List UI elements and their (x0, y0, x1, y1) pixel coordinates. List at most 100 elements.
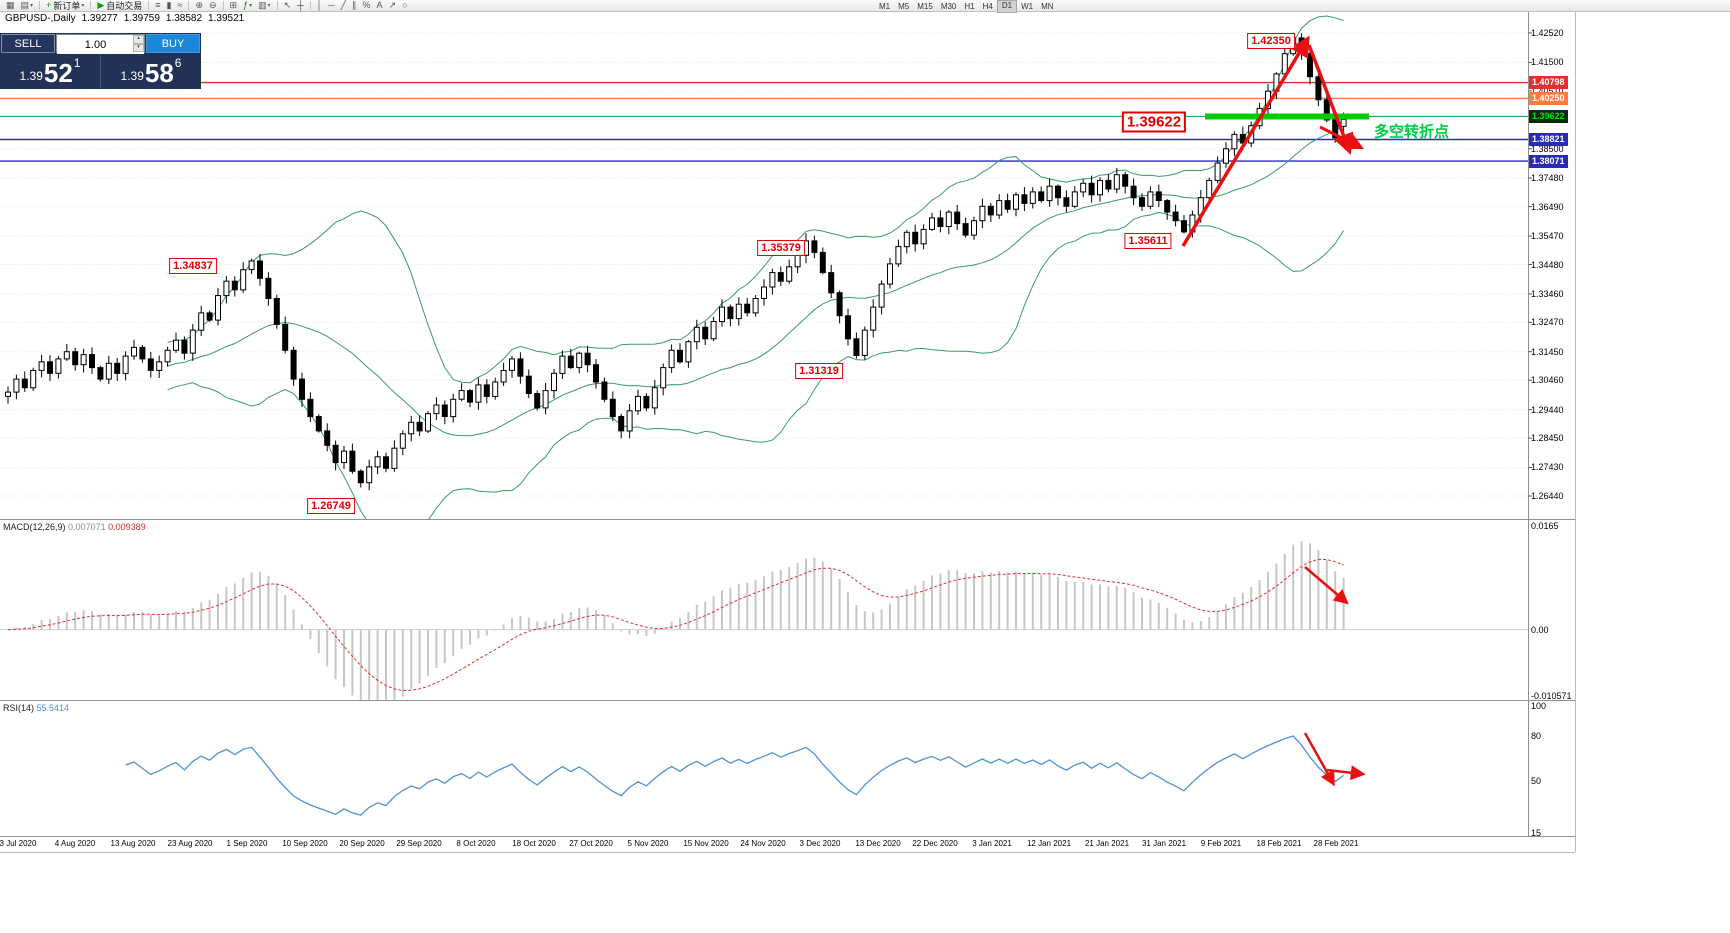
date-label: 29 Sep 2020 (396, 839, 442, 848)
timeframe-h4-button[interactable]: H4 (982, 1, 993, 11)
indicators-icon[interactable]: ƒ ▾ (240, 0, 255, 11)
zoom-in-icon[interactable]: ⊕ (192, 0, 206, 11)
date-label: 1 Sep 2020 (226, 839, 268, 848)
trendline-icon[interactable]: ╱ (338, 0, 349, 11)
price-callout[interactable]: 1.34837 (169, 258, 217, 274)
timeframe-m15-button[interactable]: M15 (917, 1, 933, 11)
timeframe-m1-button[interactable]: M1 (879, 1, 891, 11)
buy-button[interactable]: BUY (146, 34, 200, 53)
timeframe-h1-button[interactable]: H1 (964, 1, 975, 11)
price-tick: 1.37480 (1531, 173, 1564, 183)
price-callout[interactable]: 1.31319 (795, 363, 843, 379)
macd-signal-value: 0.009389 (108, 522, 146, 532)
arrow-tool-icon[interactable]: ↗ (386, 0, 400, 11)
rsi-name: RSI(14) (3, 703, 35, 713)
price-tick: 1.33460 (1531, 289, 1564, 299)
tile-windows-icon[interactable]: ⊞ (227, 0, 241, 11)
caret-down-icon: ▾ (81, 3, 85, 9)
price-tick: 1.42520 (1531, 28, 1564, 38)
zoom-in-icon: ⊕ (195, 0, 203, 10)
volume-input[interactable] (57, 36, 144, 54)
price-tick: 1.27430 (1531, 462, 1564, 472)
volume-up-button[interactable]: ▴ (133, 35, 144, 44)
toolbar-separator (276, 1, 278, 10)
timeframe-m30-button[interactable]: M30 (940, 1, 957, 11)
price-grid (0, 32, 1528, 497)
timeframe-m5-button[interactable]: M5 (898, 1, 910, 11)
date-label: 3 Dec 2020 (799, 839, 841, 848)
timeframe-d1-button[interactable]: D1 (996, 0, 1018, 13)
timeframe-w1-button[interactable]: W1 (1021, 1, 1034, 11)
volume-field: ▴ ▾ (56, 34, 145, 54)
vertical-line-icon: │ (316, 0, 323, 10)
price-tick: 1.26440 (1531, 491, 1564, 501)
line-chart-icon[interactable]: ≈ (175, 0, 186, 11)
zoom-out-icon[interactable]: ⊖ (206, 0, 220, 11)
macd-label: MACD(12,26,9) 0.007071 0.009389 (3, 522, 146, 532)
vertical-line-icon[interactable]: │ (314, 0, 326, 11)
text-icon[interactable]: A (374, 0, 386, 11)
price-callout[interactable]: 1.39622 (1121, 111, 1187, 133)
rsi-label: RSI(14) 55.5414 (3, 703, 69, 713)
timeframe-mn-button[interactable]: MN (1041, 1, 1054, 11)
date-label: 12 Jan 2021 (1026, 839, 1072, 848)
date-label: 9 Feb 2021 (1200, 839, 1242, 848)
date-label: 31 Jan 2021 (1141, 839, 1187, 848)
macd-name: MACD(12,26,9) (3, 522, 66, 532)
templates-icon[interactable]: ▥ ▾ (255, 0, 274, 11)
rsi-scale-tick: 50 (1531, 776, 1542, 786)
date-label: 24 Nov 2020 (740, 839, 786, 848)
price-badge: 1.38821 (1529, 133, 1568, 146)
arrow-tool-icon: ↗ (388, 0, 397, 10)
macd-scale-tick: 0.0165 (1531, 521, 1559, 531)
cursor-icon[interactable]: ↖ (281, 0, 295, 11)
shapes-icon[interactable]: ○ (399, 0, 410, 11)
cursor-icon: ↖ (283, 0, 292, 10)
price-callout[interactable]: 1.35379 (757, 240, 805, 256)
horizontal-line-icon[interactable]: ─ (325, 0, 337, 11)
price-tick: 1.30460 (1531, 375, 1564, 385)
high-value: 1.39759 (123, 13, 160, 24)
price-tick: 1.41500 (1531, 57, 1564, 67)
price-badge: 1.40798 (1529, 76, 1568, 89)
timeframe-toolbar: M1 M5 M15 M30 H1 H4 D1 W1 MN (875, 0, 1058, 13)
price-tick: 1.32470 (1531, 317, 1564, 327)
date-label: 10 Sep 2020 (282, 839, 328, 848)
chart-profiles-icon[interactable]: ▤ ▾ (18, 0, 37, 11)
symbol-period-label: GBPUSD-,Daily (5, 13, 76, 24)
open-value: 1.39277 (81, 13, 118, 24)
new-order-icon: + (46, 0, 52, 10)
fibonacci-icon[interactable]: % (360, 0, 374, 11)
sell-button[interactable]: SELL (1, 34, 55, 53)
volume-down-button[interactable]: ▾ (133, 43, 144, 52)
new-chart-icon: ▦ (6, 0, 15, 10)
bar-chart-icon[interactable]: ≡ (152, 0, 163, 11)
price-tick: 1.36490 (1531, 202, 1564, 212)
candlestick-chart-icon: ▮ (166, 0, 172, 10)
price-callout[interactable]: 1.35611 (1124, 233, 1172, 249)
autotrading-icon: ▶ (97, 0, 105, 10)
new-chart-icon[interactable]: ▦ (3, 0, 18, 11)
fibonacci-icon: % (362, 0, 371, 10)
macd-scale-tick: 0.00 (1531, 625, 1549, 635)
price-tick: 1.31450 (1531, 347, 1564, 357)
date-label: 13 Dec 2020 (855, 839, 901, 848)
price-tick: 1.28450 (1531, 433, 1564, 443)
line-chart-icon: ≈ (177, 0, 183, 10)
autotrading-button[interactable]: ▶ 自动交易 (94, 0, 145, 11)
channel-icon[interactable]: ∥ (349, 0, 360, 11)
new-order-button[interactable]: + 新订单 ▾ (43, 0, 87, 11)
candlestick-chart-icon[interactable]: ▮ (164, 0, 175, 11)
date-label: 27 Oct 2020 (569, 839, 613, 848)
price-callout[interactable]: 1.26749 (307, 498, 355, 514)
price-callout[interactable]: 1.42350 (1247, 33, 1295, 49)
bar-chart-icon: ≡ (155, 0, 161, 10)
annotation-text[interactable]: 多空转折点 (1374, 123, 1450, 141)
rsi-scale-tick: 15 (1531, 828, 1542, 838)
date-label: 23 Aug 2020 (167, 839, 213, 848)
crosshair-icon[interactable]: ┼ (294, 0, 306, 11)
price-tick: 1.35470 (1531, 231, 1564, 241)
caret-down-icon: ▾ (267, 3, 271, 9)
date-label: 18 Feb 2021 (1256, 839, 1302, 848)
